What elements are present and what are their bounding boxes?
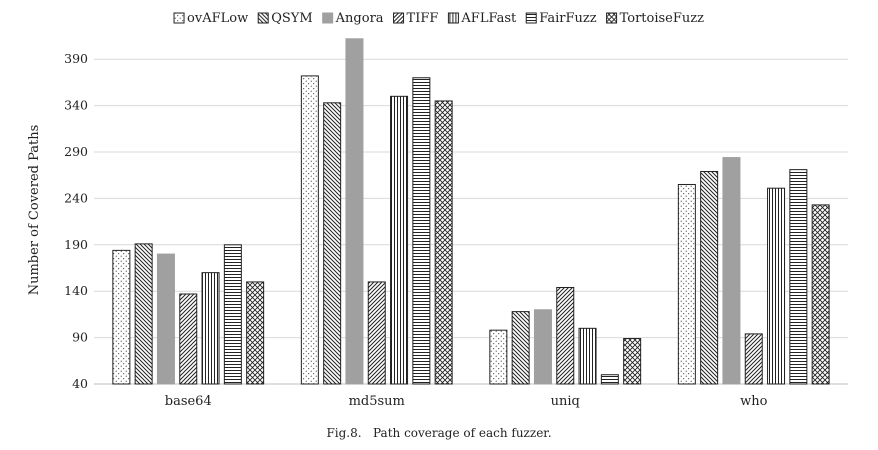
y-tick-label: 240 [64,190,88,205]
axes: 40 90 140 190 240 290 340 390 Number of Covered … [27,51,848,409]
bar-angora-who [722,157,741,385]
legend-swatch [322,12,334,24]
gridlines [94,58,848,339]
legend-swatch [173,12,185,24]
x-tick-label: who [740,394,768,409]
x-tick-label: base64 [165,394,212,409]
y-tick-label: 340 [64,98,88,113]
legend-item-aflfast: AFLFast [447,11,517,26]
legend-label: FairFuzz [539,11,597,26]
bar-tiff-base64 [179,293,198,385]
bar-ovaflow-base64 [112,249,131,385]
bar-angora-md5sum [345,38,364,385]
bar-ovaflow-who [677,183,696,385]
bar-tortoisefuzz-base64 [246,281,265,385]
legend-swatch [257,12,269,24]
y-axis-title: Number of Covered Paths [27,125,42,296]
bar-tortoisefuzz-who [811,204,830,385]
y-tick-label: 390 [64,51,88,66]
bar-tortoisefuzz-uniq [623,338,642,385]
y-tick-label: 90 [72,330,88,345]
x-tick-label: uniq [551,394,580,409]
bars [112,38,830,385]
legend-item-fairfuzz: FairFuzz [525,11,597,26]
legend-label: QSYM [271,11,312,26]
y-tick-label: 290 [64,144,88,159]
legend-label: TortoiseFuzz [620,11,705,26]
x-tick-label: md5sum [349,394,405,409]
bar-aflfast-uniq [578,327,597,385]
bar-angora-base64 [156,253,175,385]
legend-item-tiff: TIFF [393,11,439,26]
bar-tiff-md5sum [367,281,386,385]
bar-qsym-who [700,170,719,385]
bar-aflfast-who [767,187,786,385]
legend-item-angora: Angora [322,11,384,26]
legend-label: AFLFast [460,11,517,26]
legend-item-tortoisefuzz: TortoiseFuzz [606,11,705,26]
legend: ovAFLow QSYM Angora TIFF AFLFast FairFuzz Tort… [173,11,705,26]
legend-item-ovaflow: ovAFLow [173,11,248,26]
caption-text: Path coverage of each fuzzer. [373,426,552,440]
bar-tiff-uniq [556,286,575,385]
y-tick-label: 140 [64,283,88,298]
bar-fairfuzz-uniq [600,374,619,385]
bar-ovaflow-uniq [489,329,508,385]
legend-item-qsym: QSYM [257,11,313,26]
legend-swatch [393,12,405,24]
bar-fairfuzz-md5sum [412,77,431,385]
legend-swatch [447,12,459,24]
bar-fairfuzz-base64 [223,244,242,385]
legend-label: Angora [335,11,384,26]
bar-aflfast-base64 [201,272,220,385]
bar-fairfuzz-who [789,169,808,385]
bar-qsym-base64 [134,243,153,385]
bar-chart: 40 90 140 190 240 290 340 390 Number of Covered … [27,11,848,409]
caption-label: Fig.8. [326,426,362,440]
bar-tortoisefuzz-md5sum [434,100,453,385]
legend-swatch [606,12,618,24]
figure-caption: Fig.8. Path coverage of each fuzzer. [0,426,878,440]
legend-label: ovAFLow [187,11,248,26]
bar-qsym-md5sum [323,102,342,385]
bar-qsym-uniq [511,311,530,385]
bar-angora-uniq [533,309,552,385]
bar-tiff-who [744,333,763,385]
bar-ovaflow-md5sum [300,75,319,385]
legend-swatch [525,12,537,24]
bar-aflfast-md5sum [390,95,409,385]
y-tick-label: 190 [64,237,88,252]
legend-label: TIFF [407,11,439,26]
y-tick-label: 40 [72,376,88,391]
